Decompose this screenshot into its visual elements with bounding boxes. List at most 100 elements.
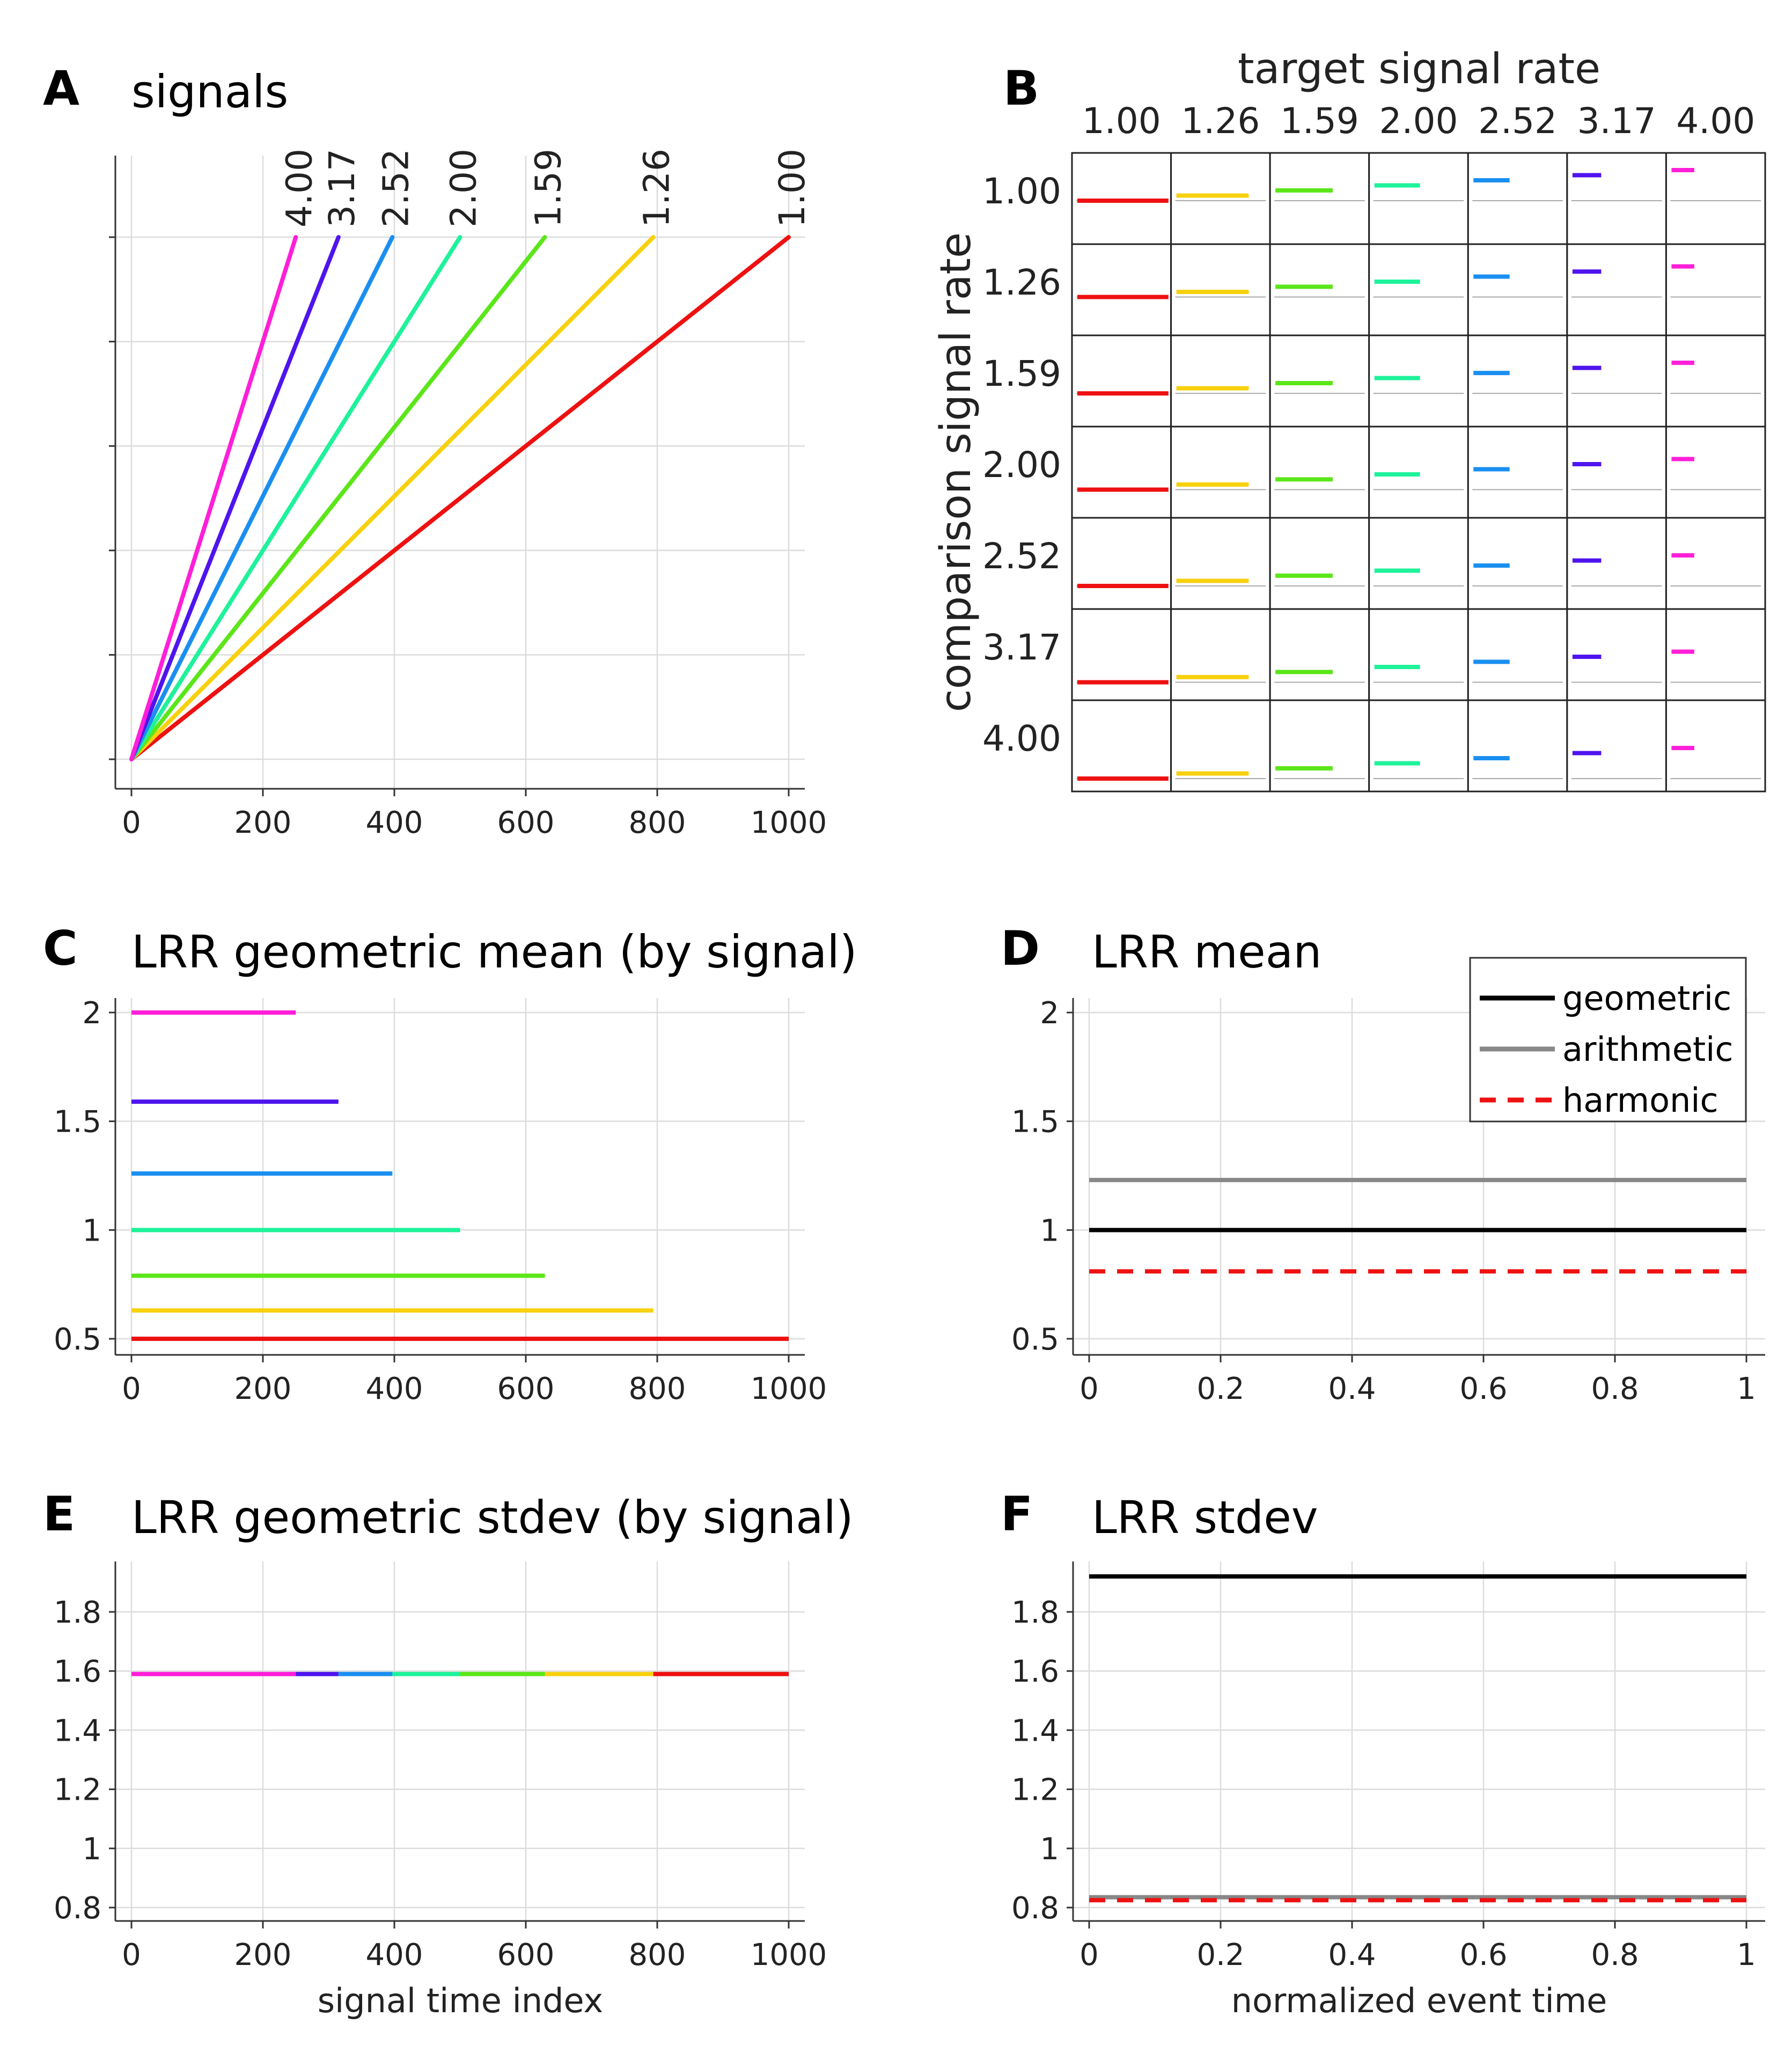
- matrix-cell: [1665, 152, 1766, 245]
- panel-a-xtick-label: 1000: [751, 805, 827, 840]
- signal-line-4.00: [129, 235, 298, 761]
- matrix-cell: [1665, 608, 1766, 701]
- matrix-cell: [1071, 334, 1172, 428]
- matrix-cell: [1269, 699, 1370, 793]
- signal-end-label: 3.17: [321, 149, 363, 228]
- panel-d-xtick-label: 0.8: [1591, 1372, 1639, 1406]
- panel-c-ytick-label: 0.5: [54, 1322, 101, 1357]
- matrix-cell: [1269, 243, 1370, 336]
- matrix-cell: [1071, 608, 1172, 701]
- panel-b-title: target signal rate: [1238, 45, 1600, 93]
- panel-c-ytick-label: 1: [82, 1213, 101, 1248]
- panel-d-xtick-label: 0.4: [1328, 1372, 1376, 1406]
- panel-a: A signals 0 200 400 600 800 1000 1.00 1.26 1.59 2…: [43, 61, 827, 840]
- panel-e-xtick-label: 200: [234, 1938, 292, 1972]
- column-header: 1.00: [1082, 100, 1161, 142]
- signal-line-1.00: [129, 235, 791, 761]
- matrix-cell: [1566, 426, 1667, 519]
- matrix-cell: [1665, 334, 1766, 428]
- panel-c-xtick-label: 400: [366, 1372, 423, 1406]
- panel-e-ytick-label: 1: [82, 1832, 101, 1867]
- panel-d: D LRR mean 0 0.2 0.4 0.6 0.8 1 0.5 1 1.5 2 geomet…: [1001, 921, 1765, 1406]
- panel-e-xtick-label: 0: [122, 1938, 141, 1972]
- panel-f-plot: 0 0.2 0.4 0.6 0.8 1 0.8 1 1.2 1.4 1.6 1.8: [1011, 1561, 1765, 1972]
- panel-e-ytick-label: 1.2: [54, 1773, 101, 1808]
- signal-end-label: 1.59: [528, 149, 569, 228]
- column-header: 4.00: [1676, 100, 1755, 142]
- column-header: 2.52: [1478, 100, 1557, 142]
- panel-e-ytick-label: 1.4: [54, 1713, 101, 1748]
- legend-label-geometric: geometric: [1562, 979, 1731, 1018]
- panel-e-ytick-label: 1.6: [54, 1654, 101, 1689]
- panel-f-xtick-label: 0.6: [1459, 1938, 1507, 1972]
- panel-d-ytick-label: 1.5: [1011, 1105, 1059, 1140]
- panel-c-plot: 0 200 400 600 800 1000 0.5 1 1.5 2: [54, 996, 827, 1406]
- panel-a-xtick-label: 600: [497, 805, 555, 840]
- signal-line-1.59: [129, 235, 547, 761]
- matrix-cell: [1071, 243, 1172, 336]
- panel-e-title: LRR geometric stdev (by signal): [131, 1491, 854, 1544]
- panel-a-xtick-label: 800: [629, 805, 686, 840]
- matrix-cell: [1269, 426, 1370, 519]
- matrix-cell: [1368, 517, 1469, 610]
- panel-e-xtick-label: 600: [497, 1938, 555, 1972]
- panel-e: E LRR geometric stdev (by signal) 0 200 40…: [43, 1486, 854, 2020]
- panel-c-ytick-label: 2: [82, 996, 101, 1031]
- panel-e-xlabel: signal time index: [318, 1981, 604, 2020]
- matrix-cell: [1665, 517, 1766, 610]
- panel-c-letter: C: [43, 921, 78, 976]
- signal-end-label: 4.00: [278, 149, 320, 228]
- legend-label-harmonic: harmonic: [1562, 1081, 1718, 1120]
- row-header: 1.00: [982, 171, 1061, 212]
- panel-a-xtick-label: 0: [122, 805, 141, 840]
- panel-d-ytick-label: 1: [1040, 1213, 1059, 1248]
- matrix-cell: [1467, 152, 1568, 245]
- matrix-cell: [1368, 699, 1469, 793]
- matrix-cell: [1071, 699, 1172, 793]
- panel-e-ytick-label: 0.8: [54, 1891, 101, 1926]
- panel-f-ytick-label: 0.8: [1011, 1891, 1059, 1926]
- panel-b: B target signal rate comparison signal r…: [932, 45, 1766, 793]
- row-header: 4.00: [982, 718, 1061, 759]
- panel-f-xtick-label: 0: [1079, 1938, 1099, 1972]
- panel-d-title: LRR mean: [1092, 926, 1321, 978]
- panel-e-xtick-label: 800: [629, 1938, 686, 1972]
- panel-d-ytick-label: 0.5: [1011, 1322, 1059, 1357]
- panel-e-plot: 0 200 400 600 800 1000 0.8 1 1.2 1.4 1.6 1.8: [54, 1561, 827, 1972]
- panel-c: C LRR geometric mean (by signal) 0 200 400…: [43, 921, 857, 1406]
- panel-f-title: LRR stdev: [1092, 1491, 1318, 1544]
- matrix-cell: [1467, 608, 1568, 701]
- row-header: 1.26: [982, 262, 1061, 303]
- panel-f: F LRR stdev 0 0.2 0.4 0.6 0.8 1 0.8 1 1.2 1.4 1.6 1…: [1001, 1486, 1765, 2020]
- row-header: 3.17: [982, 627, 1061, 668]
- row-header: 2.00: [982, 444, 1061, 486]
- signal-line-2.52: [129, 235, 395, 761]
- panel-f-xtick-label: 0.8: [1591, 1938, 1639, 1972]
- panel-f-xtick-label: 1: [1737, 1938, 1756, 1972]
- panel-c-title: LRR geometric mean (by signal): [131, 926, 857, 978]
- matrix-cell: [1269, 517, 1370, 610]
- row-header: 1.59: [982, 353, 1061, 394]
- signal-end-label: 1.00: [772, 149, 813, 228]
- matrix-cell: [1170, 517, 1271, 610]
- panel-a-letter: A: [43, 61, 79, 116]
- signal-line-1.26: [129, 235, 656, 761]
- matrix-cell: [1467, 243, 1568, 336]
- matrix-cell: [1566, 152, 1667, 245]
- matrix-cell: [1566, 699, 1667, 793]
- panel-f-ytick-label: 1.6: [1011, 1654, 1059, 1689]
- panel-e-xtick-label: 400: [366, 1938, 423, 1972]
- panel-f-xtick-label: 0.2: [1196, 1938, 1244, 1972]
- matrix-cell: [1269, 608, 1370, 701]
- panel-f-letter: F: [1001, 1486, 1033, 1542]
- panel-b-ylabel: comparison signal rate: [932, 232, 980, 712]
- panel-c-xtick-label: 200: [234, 1372, 292, 1406]
- panel-d-letter: D: [1001, 921, 1040, 976]
- matrix-cell: [1467, 699, 1568, 793]
- matrix-cell: [1566, 243, 1667, 336]
- matrix-cell: [1071, 426, 1172, 519]
- legend-box: [1469, 957, 1747, 1123]
- matrix-cell: [1566, 517, 1667, 610]
- matrix-cell: [1665, 243, 1766, 336]
